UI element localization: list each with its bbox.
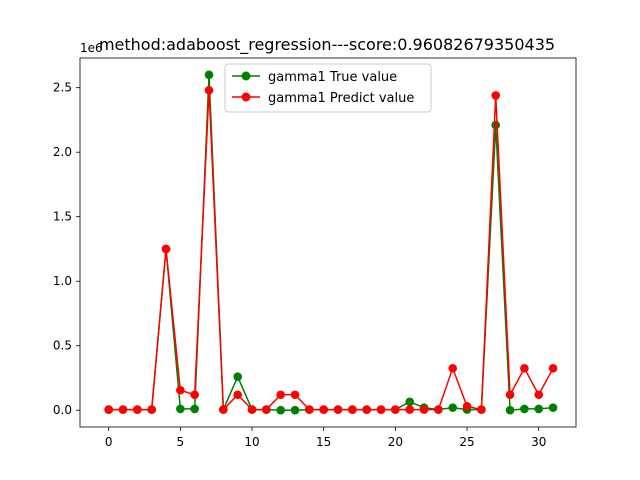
data-point-1 [219,405,228,414]
legend-label-predict: gamma1 Predict value [268,91,414,106]
data-point-1 [190,390,199,400]
data-point-1 [376,405,386,414]
data-point-1 [534,390,544,400]
data-point-1 [319,405,328,414]
data-point-1 [118,405,128,414]
x-tick-label: 20 [388,435,403,449]
chart-title: method:adaboost_regression---score:0.960… [99,35,555,55]
y-tick-label: 1.0 [53,274,72,288]
legend-label-true: gamma1 True value [268,70,397,85]
data-point-1 [462,402,472,411]
data-point-1 [362,405,372,414]
legend-marker-true [241,71,251,81]
data-point-1 [448,363,458,373]
data-point-0 [505,405,515,415]
y-tick-label: 0.5 [53,339,72,353]
y-tick-label: 1.5 [53,210,72,224]
data-point-1 [305,405,314,414]
legend-box [224,63,432,113]
data-point-1 [161,244,171,254]
data-point-0 [176,404,185,414]
y-tick-label: 2.5 [53,81,72,95]
data-point-0 [491,120,501,130]
x-tick-label: 25 [459,435,474,449]
data-point-1 [419,405,429,414]
x-tick-label: 30 [531,435,546,449]
data-point-0 [204,70,214,80]
x-tick-label: 10 [244,435,259,449]
data-point-0 [276,405,285,415]
legend: gamma1 True value gamma1 Predict value [224,63,432,113]
data-point-1 [290,390,300,400]
data-point-1 [262,405,271,414]
y-offset-label: 1e6 [80,41,103,55]
data-point-0 [405,397,415,407]
data-point-0 [448,403,458,412]
data-point-1 [276,390,285,400]
data-point-1 [391,405,400,414]
data-point-1 [548,363,558,373]
data-point-1 [520,363,529,373]
data-point-1 [104,405,113,414]
data-point-1 [333,405,343,414]
y-tick-label: 0.0 [53,403,72,417]
x-tick-label: 15 [316,435,331,449]
data-point-0 [548,403,558,412]
data-point-0 [520,404,529,414]
data-point-0 [233,372,242,381]
data-point-1 [505,390,515,400]
data-point-1 [233,390,242,400]
data-point-0 [534,404,544,414]
legend-marker-predict [241,92,251,102]
plot-area: 0 5 10 15 20 25 30 0.0 0.5 1.0 1.5 2.0 2.5 [53,57,577,449]
x-tick-label: 5 [177,435,185,449]
data-point-1 [133,405,142,414]
data-point-1 [477,405,486,414]
data-point-1 [147,405,156,414]
y-tick-label: 2.0 [53,145,72,159]
data-point-1 [434,405,443,414]
data-point-1 [247,405,257,414]
data-point-1 [405,405,415,414]
data-point-1 [204,85,214,95]
data-point-1 [491,91,501,100]
axes-frame [79,57,577,428]
x-tick-label: 0 [105,435,113,449]
data-point-0 [190,404,199,414]
data-point-1 [348,405,357,414]
data-point-1 [176,385,185,395]
data-point-0 [290,405,300,415]
